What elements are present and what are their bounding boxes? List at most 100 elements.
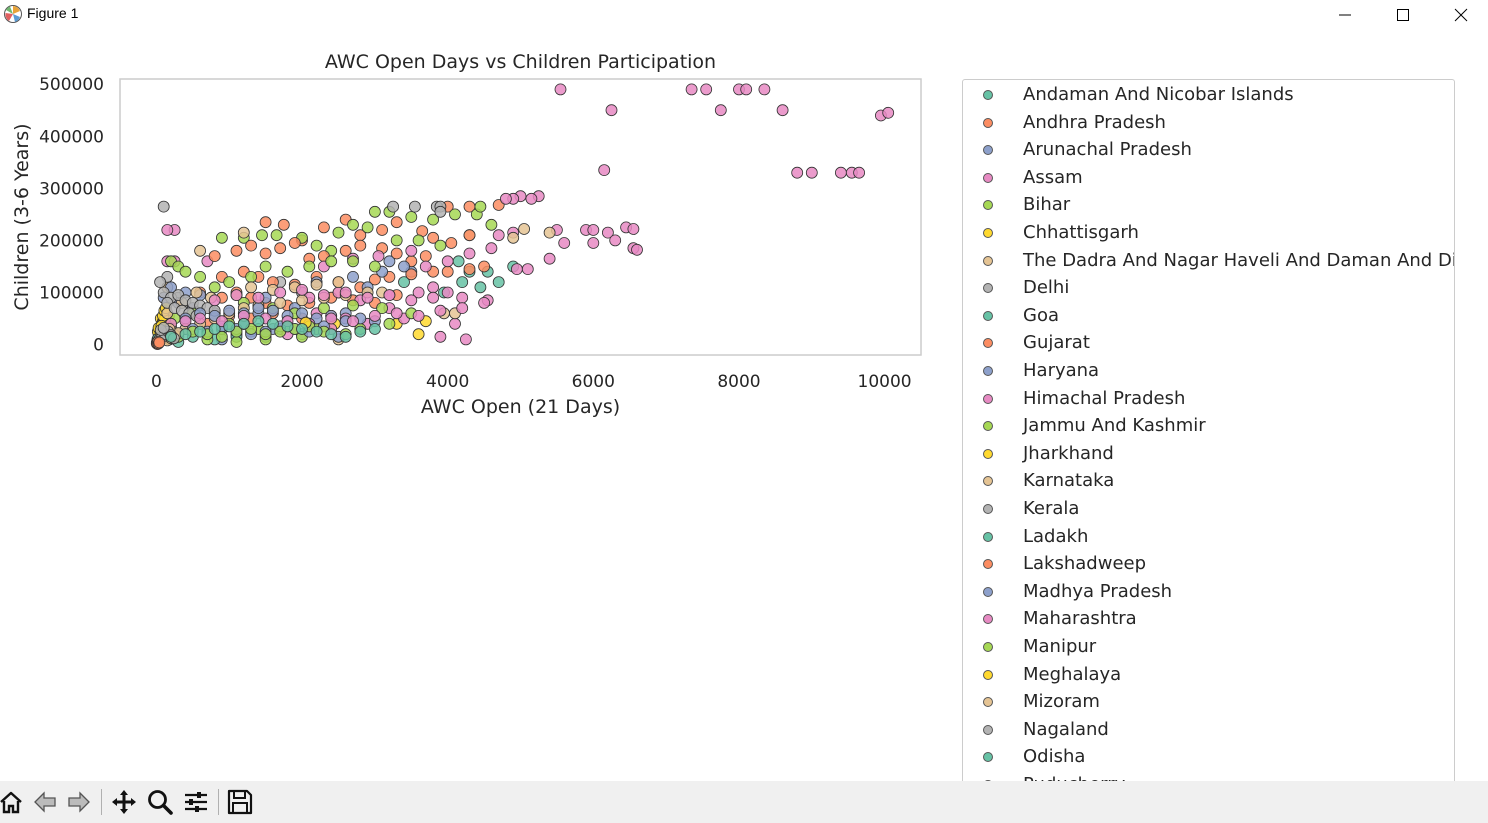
legend-item: Arunachal Pradesh	[963, 138, 1454, 164]
data-point-kerala	[154, 276, 167, 289]
legend-label: Odisha	[1023, 746, 1086, 768]
data-point-maharashtra	[456, 302, 469, 315]
data-point-gujarat	[274, 242, 287, 255]
y-tick-label: 0	[93, 336, 104, 356]
back-button[interactable]	[30, 787, 60, 817]
data-point-delhi	[408, 200, 421, 213]
data-point-bihar	[256, 229, 268, 242]
data-point-odisha	[354, 325, 367, 338]
x-tick-label: 2000	[280, 372, 323, 392]
forward-button[interactable]	[64, 787, 94, 817]
data-point-bihar	[405, 211, 418, 223]
data-point-maharashtra	[230, 289, 243, 302]
data-point-andhra-pradesh	[317, 221, 330, 234]
maximize-icon	[1397, 9, 1409, 21]
data-point-assam	[434, 330, 447, 343]
data-point-andaman-and-nicobar-islands	[456, 276, 469, 289]
legend-item: Madhya Pradesh	[963, 580, 1454, 606]
data-point-assam	[521, 263, 534, 276]
legend-item: Nagaland	[963, 718, 1454, 744]
data-point-bihar	[310, 239, 323, 252]
zoom-icon	[148, 790, 173, 815]
legend-marker-icon	[983, 145, 993, 156]
navigation-toolbar	[0, 781, 1488, 823]
legend-marker-icon	[983, 752, 993, 763]
data-point-odisha	[208, 323, 221, 335]
data-point-karnataka	[332, 276, 345, 289]
legend-marker-icon	[983, 366, 993, 376]
data-point-maharashtra	[361, 291, 374, 304]
data-point-maharashtra	[317, 289, 330, 302]
legend-marker-icon	[983, 393, 993, 404]
data-point-jammu-and-kashmir	[208, 281, 221, 294]
data-point-gujarat	[354, 239, 367, 252]
legend-label: Karnataka	[1023, 470, 1115, 492]
y-tick-label: 200000	[39, 231, 104, 251]
legend-marker-icon	[983, 614, 993, 625]
x-tick-label: 0	[151, 372, 162, 392]
data-point-gujarat	[259, 247, 272, 260]
legend-marker-icon	[983, 586, 993, 597]
data-point-gujarat	[208, 250, 221, 263]
legend-marker-icon	[983, 283, 993, 294]
save-button[interactable]	[225, 787, 255, 817]
data-point-odisha	[237, 317, 250, 330]
data-point-andhra-pradesh	[427, 231, 440, 244]
back-arrow-icon	[34, 791, 56, 813]
data-point-puducherry	[153, 336, 166, 349]
data-point-odisha	[223, 320, 236, 333]
data-point-bihar	[474, 200, 487, 213]
configure-subplots-button[interactable]	[181, 787, 211, 817]
legend-item: The Dadra And Nagar Haveli And Daman And…	[963, 249, 1454, 275]
data-point-gujarat	[478, 260, 491, 273]
legend-label: Chhattisgarh	[1023, 222, 1139, 243]
plot-frame	[119, 78, 922, 356]
data-point-assam	[587, 224, 600, 236]
legend-marker-icon	[983, 338, 993, 349]
window-titlebar: Figure 1	[0, 0, 1488, 30]
data-point-andhra-pradesh	[277, 218, 290, 231]
close-button[interactable]	[1432, 0, 1488, 30]
zoom-button[interactable]	[145, 787, 175, 817]
legend-item: Delhi	[963, 276, 1454, 302]
legend-label: Goa	[1023, 304, 1059, 326]
legend-item: Maharashtra	[963, 607, 1454, 633]
maximize-button[interactable]	[1374, 0, 1432, 30]
legend-label: Mizoram	[1023, 691, 1100, 713]
x-tick-label: 4000	[426, 372, 469, 392]
pan-button[interactable]	[109, 787, 139, 817]
home-button[interactable]	[0, 787, 26, 817]
data-point-odisha	[281, 320, 294, 333]
data-point-odisha	[325, 328, 338, 341]
data-point-odisha	[368, 323, 381, 335]
data-point-the-dadra-and-nagar-haveli-and-daman-and-diu	[194, 244, 207, 257]
legend-label: Ladakh	[1023, 525, 1089, 547]
legend-item: Kerala	[963, 497, 1454, 523]
legend-item: Karnataka	[963, 469, 1454, 495]
data-point-bihar	[485, 218, 498, 231]
data-point-assam	[525, 192, 538, 205]
minimize-button[interactable]	[1316, 0, 1374, 30]
data-point-jammu-and-kashmir	[259, 260, 272, 273]
data-point-gujarat	[445, 237, 458, 249]
data-point-maharashtra	[405, 294, 418, 307]
legend-label: Delhi	[1023, 277, 1070, 299]
data-point-jammu-and-kashmir	[325, 255, 338, 268]
data-point-jammu-and-kashmir	[281, 265, 294, 278]
data-point-the-dadra-and-nagar-haveli-and-daman-and-diu	[543, 226, 556, 239]
x-tick-label: 10000	[858, 372, 912, 392]
data-point-maharashtra	[347, 315, 359, 328]
data-point-assam	[882, 106, 895, 119]
data-point-assam	[835, 166, 847, 179]
data-point-haryana	[398, 260, 410, 273]
y-tick-label: 500000	[39, 75, 104, 95]
legend-item: Jharkhand	[963, 442, 1454, 468]
data-point-jammu-and-kashmir	[368, 260, 381, 273]
toolbar-separator	[101, 789, 102, 815]
legend-label: Gujarat	[1023, 332, 1090, 354]
data-point-jammu-and-kashmir	[230, 336, 243, 348]
legend-item: Odisha	[963, 745, 1454, 771]
data-point-himachal-pradesh	[456, 291, 469, 304]
legend-item: Jammu And Kashmir	[963, 414, 1454, 440]
data-point-maharashtra	[274, 286, 287, 299]
